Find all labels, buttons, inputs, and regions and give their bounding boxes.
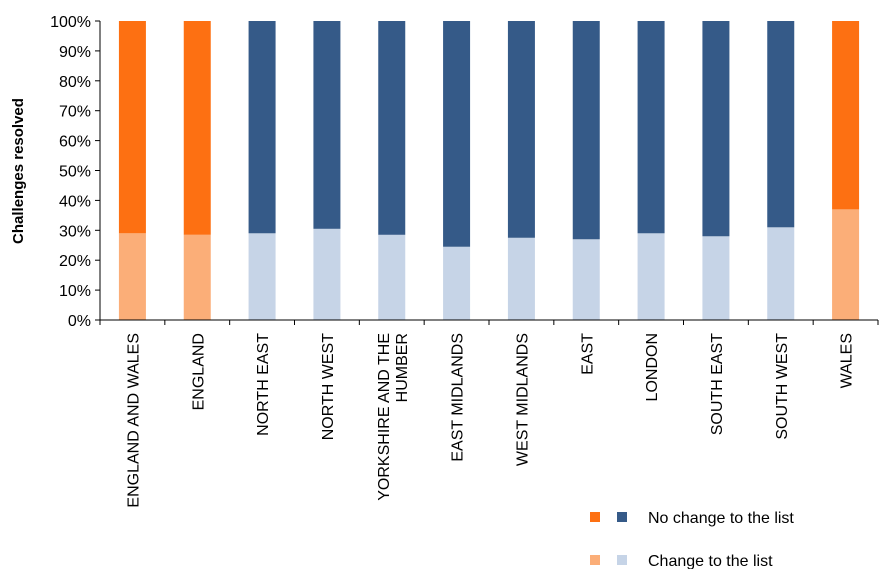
legend-swatch-1-1	[617, 555, 627, 565]
x-category-label-11: WALES	[839, 333, 856, 388]
y-tick-label-5: 50%	[59, 164, 91, 181]
x-category-label-line: WEST MIDLANDS	[514, 333, 531, 466]
legend-label-1: Change to the list	[648, 553, 773, 569]
legend-swatch-0-0	[590, 512, 600, 522]
x-category-label-line: EAST MIDLANDS	[450, 333, 467, 462]
x-category-label-1: ENGLAND	[190, 333, 207, 410]
bar-no-change-7	[572, 21, 600, 240]
x-category-label-9: SOUTH EAST	[709, 333, 726, 435]
y-axis-label: Challenges resolved	[10, 98, 27, 244]
bar-no-change-10	[767, 21, 795, 228]
axes-layer	[95, 20, 879, 325]
x-category-label-line: ENGLAND	[190, 333, 207, 410]
bar-change-9	[702, 236, 730, 320]
y-tick-label-2: 20%	[59, 253, 91, 270]
x-category-label-line: SOUTH EAST	[709, 333, 726, 435]
bar-change-1	[183, 234, 211, 320]
x-category-label-line: YORKSHIRE AND THE	[376, 333, 393, 501]
bar-no-change-4	[378, 21, 406, 235]
x-category-label-line: HUMBER	[394, 333, 411, 402]
x-category-labels: ENGLAND AND WALES ENGLAND NORTH EAST NORTH …	[125, 333, 855, 508]
bar-change-10	[767, 227, 795, 320]
x-category-label-line: WALES	[839, 333, 856, 388]
x-category-label-line: NORTH EAST	[255, 333, 272, 436]
bar-change-0	[118, 233, 146, 320]
bar-no-change-1	[183, 21, 211, 235]
y-tick-label-0: 0%	[68, 313, 91, 330]
legend-label-0: No change to the list	[648, 510, 794, 527]
x-category-label-7: EAST	[579, 333, 596, 375]
y-tick-label-6: 60%	[59, 134, 91, 151]
bar-change-5	[443, 246, 471, 320]
bars-layer	[118, 21, 860, 320]
x-category-label-line: LONDON	[644, 333, 661, 401]
bar-no-change-0	[118, 21, 146, 234]
bar-no-change-9	[702, 21, 730, 237]
bar-change-7	[572, 239, 600, 320]
bar-change-11	[832, 209, 860, 320]
bar-change-3	[313, 228, 341, 320]
bar-no-change-2	[248, 21, 276, 234]
x-category-label-0: ENGLAND AND WALES	[125, 333, 142, 508]
bar-change-8	[637, 233, 665, 320]
legend-swatch-0-1	[617, 512, 627, 522]
legend-swatch-1-0	[590, 555, 600, 565]
x-category-label-2: NORTH EAST	[255, 333, 272, 436]
y-tick-label-10: 100%	[50, 14, 91, 31]
x-category-label-5: EAST MIDLANDS	[450, 333, 467, 462]
x-category-label-line: SOUTH WEST	[774, 333, 791, 440]
x-category-label-6: WEST MIDLANDS	[514, 333, 531, 466]
bar-change-4	[378, 234, 406, 320]
y-tick-label-8: 80%	[59, 74, 91, 91]
bar-no-change-5	[443, 21, 471, 247]
y-tick-label-3: 30%	[59, 223, 91, 240]
bar-no-change-11	[832, 21, 860, 210]
y-tick-label-4: 40%	[59, 193, 91, 210]
bar-no-change-6	[507, 21, 535, 238]
legend: No change to the list Change to the list	[590, 510, 794, 569]
y-tick-label-9: 90%	[59, 44, 91, 61]
bar-change-2	[248, 233, 276, 320]
y-tick-labels: 0% 10% 20% 30% 40% 50% 60% 70% 80% 90% 100%	[50, 14, 91, 330]
y-tick-label-1: 10%	[59, 283, 91, 300]
bar-no-change-8	[637, 21, 665, 234]
x-category-label-10: SOUTH WEST	[774, 333, 791, 440]
x-category-label-line: ENGLAND AND WALES	[125, 333, 142, 508]
x-category-label-line: NORTH WEST	[320, 333, 337, 440]
x-category-label-4: YORKSHIRE AND THEHUMBER	[376, 333, 411, 501]
y-tick-label-7: 70%	[59, 104, 91, 121]
x-category-label-3: NORTH WEST	[320, 333, 337, 440]
x-category-label-line: EAST	[579, 333, 596, 375]
x-category-label-8: LONDON	[644, 333, 661, 401]
bar-no-change-3	[313, 21, 341, 229]
bar-change-6	[507, 237, 535, 320]
